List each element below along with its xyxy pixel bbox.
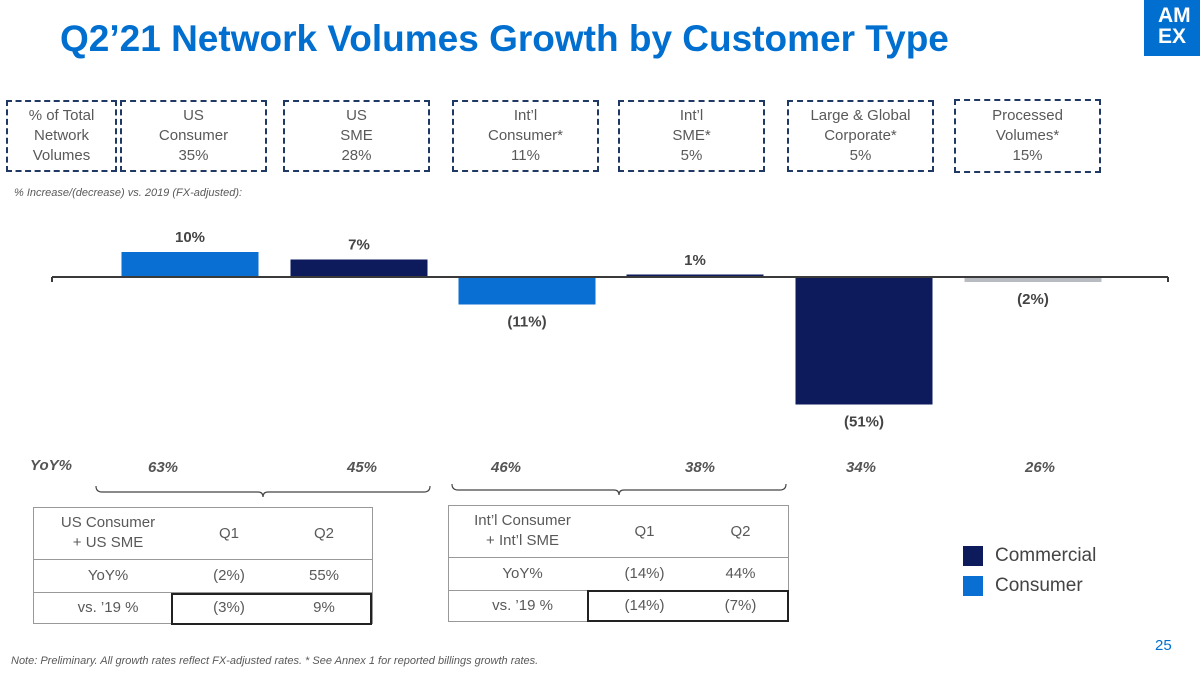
table-header: US Consumer + US SME bbox=[34, 508, 182, 560]
yoy-value: 38% bbox=[684, 459, 716, 476]
bar-value-label: (11%) bbox=[507, 314, 546, 331]
highlight-box bbox=[171, 593, 372, 625]
table-cell: (3%) bbox=[213, 599, 245, 617]
brace-us bbox=[95, 485, 431, 498]
table-header: Q1 bbox=[596, 506, 693, 558]
highlight-box bbox=[587, 590, 789, 622]
page-title: Q2’21 Network Volumes Growth by Customer… bbox=[60, 18, 949, 59]
footnote: Note: Preliminary. All growth rates refl… bbox=[11, 655, 539, 667]
yoy-value: 45% bbox=[346, 459, 378, 476]
bar-2 bbox=[458, 277, 596, 305]
box-us-consumer: US Consumer 35% bbox=[120, 100, 267, 172]
box-intl-consumer: Int’l Consumer* 11% bbox=[452, 100, 599, 172]
table-cell: 55% bbox=[276, 559, 372, 593]
table-cell: (7%) bbox=[724, 597, 757, 615]
table-cell: (14%) bbox=[596, 557, 693, 591]
bar-1 bbox=[290, 259, 428, 277]
chart-subtitle: % Increase/(decrease) vs. 2019 (FX-adjus… bbox=[14, 187, 243, 199]
table-cell: vs. ’19 % bbox=[492, 597, 553, 615]
yoy-value: 34% bbox=[845, 459, 877, 476]
bar-0 bbox=[121, 252, 259, 277]
yoy-value: 46% bbox=[490, 459, 522, 476]
bar-5 bbox=[964, 277, 1102, 282]
box-label: Int’l SME* 5% bbox=[672, 107, 711, 164]
box-label: US SME 28% bbox=[340, 107, 373, 164]
legend-swatch bbox=[963, 546, 983, 566]
box-processed-volumes: Processed Volumes* 15% bbox=[954, 99, 1101, 173]
legend-consumer: Consumer bbox=[963, 575, 1083, 597]
box-total-network: % of Total Network Volumes bbox=[6, 100, 117, 172]
yoy-value: 26% bbox=[1024, 459, 1056, 476]
box-label: US Consumer 35% bbox=[158, 107, 229, 164]
box-large-global-corporate: Large & Global Corporate* 5% bbox=[787, 100, 934, 172]
table-cell: (14%) bbox=[624, 597, 665, 615]
page-number: 25 bbox=[1155, 637, 1172, 654]
box-intl-sme: Int’l SME* 5% bbox=[618, 100, 765, 172]
legend-label: Commercial bbox=[995, 545, 1097, 566]
box-label: % of Total Network Volumes bbox=[28, 107, 95, 164]
table-header: Q2 bbox=[693, 506, 788, 558]
legend-label: Consumer bbox=[995, 575, 1083, 596]
bar-value-label: (51%) bbox=[844, 414, 884, 431]
table-header: Int’l Consumer + Int’l SME bbox=[449, 506, 596, 558]
table-cell: 9% bbox=[313, 599, 335, 617]
amex-logo: AM EX bbox=[1144, 0, 1200, 56]
table-header: Q2 bbox=[276, 508, 372, 560]
bar-3 bbox=[626, 274, 764, 277]
table-cell: YoY% bbox=[449, 557, 596, 591]
table-cell: YoY% bbox=[34, 559, 182, 593]
brace-intl bbox=[451, 483, 787, 496]
logo-line-2: EX bbox=[1158, 25, 1187, 48]
bar-4 bbox=[795, 277, 933, 405]
box-us-sme: US SME 28% bbox=[283, 100, 430, 172]
yoy-row-label: YoY% bbox=[30, 457, 72, 474]
table-cell: 44% bbox=[693, 557, 788, 591]
table-header: Q1 bbox=[182, 508, 276, 560]
bar-value-label: 7% bbox=[348, 237, 370, 254]
yoy-value: 63% bbox=[147, 459, 179, 476]
table-cell: (2%) bbox=[182, 559, 276, 593]
logo-line-1: AM bbox=[1158, 4, 1191, 27]
legend-swatch bbox=[963, 576, 983, 596]
box-label: Large & Global Corporate* 5% bbox=[810, 107, 911, 164]
bar-value-label: (2%) bbox=[1017, 291, 1049, 308]
legend-commercial: Commercial bbox=[963, 545, 1096, 567]
bar-value-label: 1% bbox=[684, 252, 706, 269]
box-label: Int’l Consumer* 11% bbox=[487, 107, 564, 164]
box-label: Processed Volumes* 15% bbox=[992, 107, 1063, 164]
intl-table: Int’l Consumer + Int’l SME Q1 Q2 YoY% (1… bbox=[448, 505, 789, 622]
us-table: US Consumer + US SME Q1 Q2 YoY% (2%) 55%… bbox=[33, 507, 373, 625]
table-cell: vs. ’19 % bbox=[77, 599, 139, 617]
bar-value-label: 10% bbox=[175, 229, 205, 246]
